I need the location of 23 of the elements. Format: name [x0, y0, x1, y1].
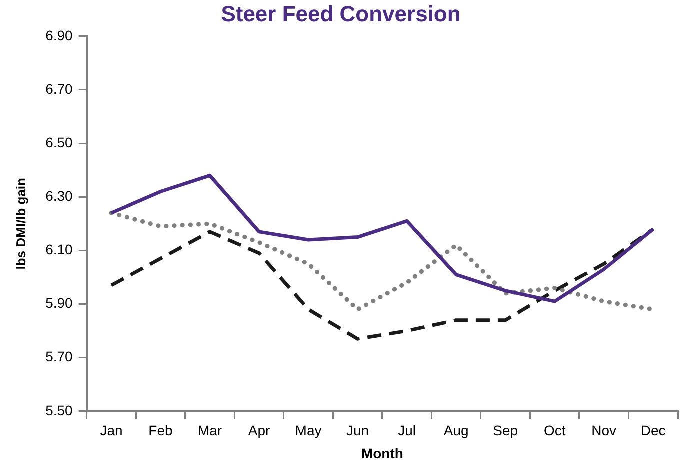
y-tick-label: 5.90: [46, 295, 74, 312]
y-tick-label: 5.70: [46, 348, 74, 365]
x-tick-label: Jul: [398, 422, 416, 439]
x-tick-label: Dec: [640, 422, 666, 439]
y-axis-title: lbs DMI/lb gain: [13, 178, 28, 270]
x-tick-label: Oct: [544, 422, 566, 439]
y-tick-label: 6.30: [46, 188, 74, 204]
x-tick-label: Jun: [346, 422, 370, 439]
x-tick-label: Apr: [248, 422, 270, 439]
x-tick-label: Nov: [592, 422, 617, 439]
x-tick-label: May: [295, 422, 322, 439]
x-tick-label: Jan: [100, 422, 123, 439]
y-tick-label: 5.50: [46, 402, 74, 418]
y-tick-label: 6.70: [46, 80, 74, 97]
x-tick-label: Sep: [493, 422, 518, 439]
x-tick-label: Feb: [148, 422, 174, 439]
y-tick-label: 6.90: [46, 27, 74, 44]
x-tick-label: Mar: [198, 422, 222, 439]
chart-title: Steer Feed Conversion: [221, 1, 461, 26]
x-tick-label: Aug: [444, 422, 469, 439]
y-tick-label: 6.10: [46, 242, 74, 258]
x-axis-title: Month: [361, 445, 404, 462]
y-tick-label: 6.50: [46, 134, 74, 150]
